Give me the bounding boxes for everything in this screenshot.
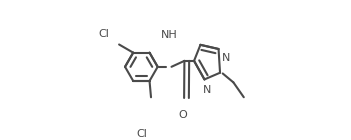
Text: NH: NH: [160, 30, 177, 40]
Text: O: O: [179, 110, 187, 120]
Text: Cl: Cl: [136, 129, 147, 139]
Text: N: N: [221, 53, 230, 63]
Text: N: N: [203, 85, 211, 95]
Text: Cl: Cl: [99, 29, 110, 39]
